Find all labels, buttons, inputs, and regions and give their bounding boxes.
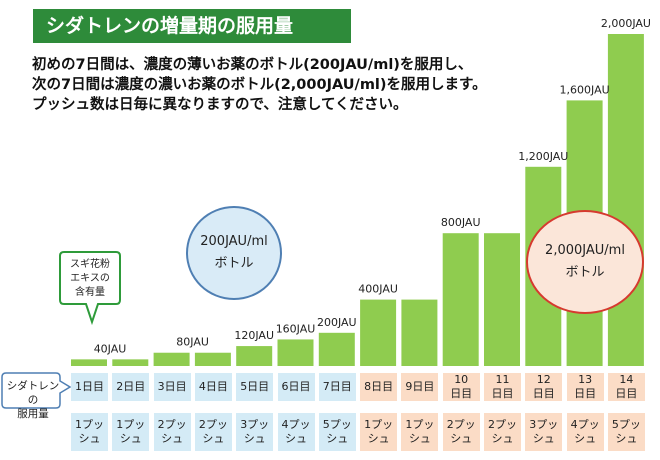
bar-value-label: 40JAU: [94, 342, 127, 355]
push-count-label: 1プッシュ: [71, 413, 108, 451]
push-count-label: 1プッシュ: [360, 413, 398, 451]
day-label: 1日目: [71, 373, 108, 401]
intro-line: プッシュ数は日毎に異なりますので、注意してください。: [32, 97, 408, 113]
day-label: 12日目: [525, 373, 563, 401]
push-count-label: 1プッシュ: [112, 413, 150, 451]
day-label: 4日目: [194, 373, 232, 401]
bar-value-label: 200JAU: [317, 316, 357, 329]
day-label: 13日目: [566, 373, 604, 401]
bar-value-label: 800JAU: [441, 216, 481, 229]
callout-line: 含有量: [75, 287, 105, 298]
bar-value-label: 1,200JAU: [518, 150, 568, 163]
intro-text: 初めの7日間は、濃度の薄いお薬のボトル(200JAU/ml)を服用し、 次の7日…: [32, 55, 532, 115]
push-count-label: 2プッシュ: [153, 413, 191, 451]
push-count-label: 3プッシュ: [236, 413, 274, 451]
bar-day-2: [112, 359, 149, 366]
callout-bubble: [59, 251, 121, 326]
bottle-low-concentration: 200JAU/ml: [200, 234, 268, 249]
push-count-label: 2プッシュ: [194, 413, 232, 451]
bottle-high-label: ボトル: [565, 265, 605, 280]
bar-value-label: 80JAU: [176, 336, 209, 349]
push-count-label: 5プッシュ: [318, 413, 356, 451]
bar-value-label: 160JAU: [276, 322, 316, 335]
bar-value-label: 2,000JAU: [601, 17, 651, 30]
callout-line: エキスの: [70, 273, 110, 284]
bar-day-8: [360, 299, 397, 366]
day-label: 3日目: [153, 373, 191, 401]
row-label: シダトレンの 服用量: [4, 379, 62, 421]
bar-day-11: [484, 233, 520, 366]
row-label-line: シダトレンの: [6, 380, 60, 406]
bar-day-10: [442, 233, 479, 366]
bottle-low-label: ボトル: [214, 256, 254, 271]
bar-day-5: [236, 346, 273, 366]
bar-day-9: [401, 299, 438, 366]
bottle-high-concentration: 2,000JAU/ml: [545, 243, 625, 258]
bottle-low-bubble: 200JAU/ml ボトル: [186, 206, 282, 300]
push-count-label: 4プッシュ: [277, 413, 315, 451]
bar-value-label: 120JAU: [234, 329, 274, 342]
bar-day-14: [607, 34, 644, 366]
day-label: 2日目: [112, 373, 150, 401]
intro-line: 初めの7日間は、濃度の薄いお薬のボトル(200JAU/ml)を服用し、: [32, 57, 473, 73]
push-count-label: 3プッシュ: [525, 413, 563, 451]
push-count-label: 1プッシュ: [401, 413, 439, 451]
day-label: 8日目: [360, 373, 398, 401]
day-label: 6日目: [277, 373, 315, 401]
bar-day-6: [277, 339, 314, 366]
day-label: 10日目: [442, 373, 480, 401]
callout-line: スギ花粉: [70, 259, 110, 270]
bar-day-7: [318, 332, 355, 366]
day-label: 11日目: [484, 373, 521, 401]
push-count-label: 2プッシュ: [484, 413, 521, 451]
row-label-line: 服用量: [17, 408, 49, 420]
day-label: 14日目: [607, 373, 645, 401]
row-label-bubble: [1, 372, 72, 409]
bottle-high-bubble: 2,000JAU/ml ボトル: [526, 210, 644, 314]
bar-day-3: [153, 352, 190, 366]
page-title: シダトレンの増量期の服用量: [33, 9, 351, 43]
day-label: 9日目: [401, 373, 439, 401]
bar-day-4: [194, 352, 231, 366]
day-label: 5日目: [236, 373, 274, 401]
intro-line: 次の7日間は濃度の濃いお薬のボトル(2,000JAU/ml)を服用します。: [32, 77, 487, 93]
day-label: 7日目: [318, 373, 356, 401]
push-count-label: 2プッシュ: [442, 413, 480, 451]
push-count-label: 4プッシュ: [566, 413, 604, 451]
bar-value-label: 1,600JAU: [560, 83, 610, 96]
push-count-label: 5プッシュ: [607, 413, 645, 451]
callout-text: スギ花粉 エキスの 含有量: [62, 258, 118, 300]
bar-day-1: [71, 359, 107, 366]
bar-value-label: 400JAU: [358, 283, 398, 296]
